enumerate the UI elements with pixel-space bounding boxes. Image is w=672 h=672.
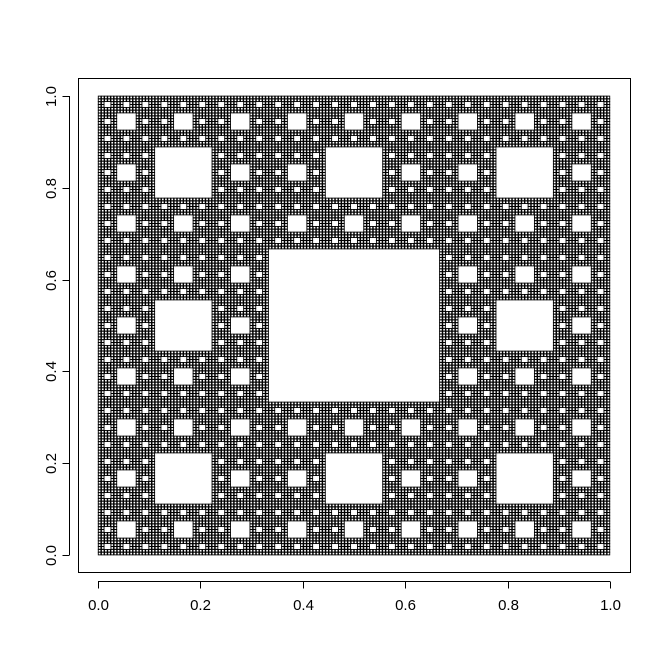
data-point (104, 549, 108, 553)
data-point (104, 95, 108, 100)
data-point (107, 413, 111, 417)
data-point (107, 532, 111, 536)
data-point (107, 515, 111, 519)
data-point (100, 95, 105, 100)
data-point (107, 277, 111, 281)
data-point (107, 498, 111, 502)
data-point (107, 549, 111, 553)
data-point (104, 242, 108, 247)
data-point (104, 140, 108, 145)
data-point (104, 157, 108, 162)
data-point (107, 140, 111, 145)
data-point (104, 447, 108, 451)
data-point (107, 396, 111, 400)
data-point (107, 191, 111, 196)
data-point (107, 95, 111, 100)
data-point (104, 481, 108, 485)
data-point (107, 328, 111, 332)
data-point (104, 498, 108, 502)
data-point (104, 191, 108, 196)
data-point (107, 481, 111, 485)
data-point (107, 464, 111, 468)
data-point (97, 95, 102, 100)
data-point (104, 123, 108, 128)
data-point (104, 430, 108, 434)
data-point (104, 277, 108, 281)
data-point (107, 106, 111, 111)
data-point (107, 430, 111, 434)
data-point (104, 174, 108, 179)
data-point (104, 379, 108, 383)
data-point (107, 123, 111, 128)
data-point (107, 208, 111, 213)
data-point (104, 396, 108, 400)
data-point (104, 106, 108, 111)
data-point (104, 362, 108, 366)
data-point (104, 225, 108, 230)
data-point (104, 532, 108, 536)
data-point (104, 515, 108, 519)
data-point (104, 260, 108, 264)
data-point (107, 260, 111, 264)
data-point (104, 464, 108, 468)
data-point (107, 379, 111, 383)
data-point (104, 328, 108, 332)
data-point (107, 294, 111, 298)
data-point (104, 311, 108, 315)
data-point (107, 345, 111, 349)
data-point (107, 157, 111, 162)
data-points (97, 95, 611, 556)
data-point (107, 242, 111, 247)
data-point (104, 294, 108, 298)
data-point (104, 208, 108, 213)
data-point (107, 447, 111, 451)
data-point (107, 225, 111, 230)
data-point (104, 413, 108, 417)
data-point (107, 311, 111, 315)
data-point (104, 345, 108, 349)
data-point (107, 174, 111, 179)
data-point (107, 362, 111, 366)
